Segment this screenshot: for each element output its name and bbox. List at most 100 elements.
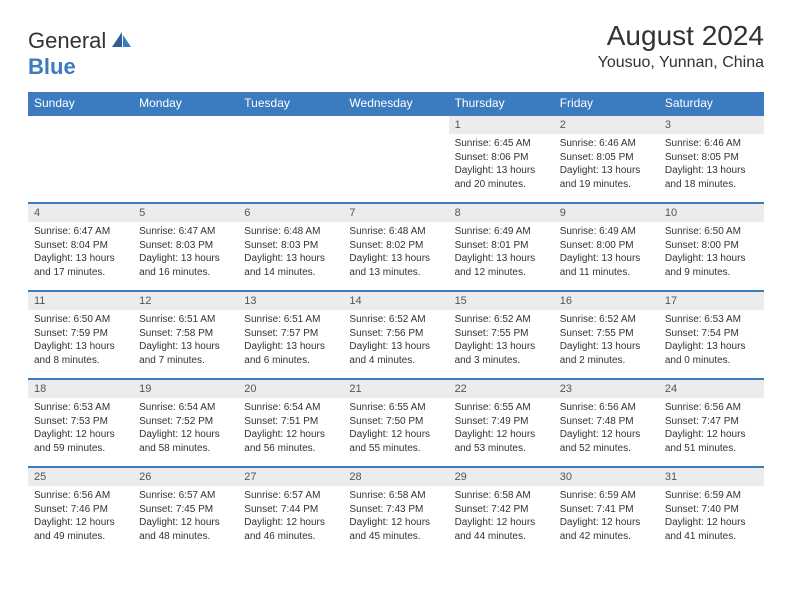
- day-number: 17: [659, 290, 764, 310]
- day-number: 6: [238, 202, 343, 222]
- calendar-day-cell: 14Sunrise: 6:52 AMSunset: 7:56 PMDayligh…: [343, 290, 448, 378]
- day-number: 3: [659, 114, 764, 134]
- sunset-line: Sunset: 7:53 PM: [34, 415, 127, 429]
- logo: General Blue: [28, 28, 132, 80]
- sunset-line: Sunset: 8:06 PM: [455, 151, 548, 165]
- day-number: 30: [554, 466, 659, 486]
- sunrise-line: Sunrise: 6:47 AM: [34, 225, 127, 239]
- sunrise-line: Sunrise: 6:46 AM: [665, 137, 758, 151]
- day-content: Sunrise: 6:52 AMSunset: 7:55 PMDaylight:…: [554, 310, 659, 373]
- calendar-day-cell: 12Sunrise: 6:51 AMSunset: 7:58 PMDayligh…: [133, 290, 238, 378]
- day-content: Sunrise: 6:48 AMSunset: 8:03 PMDaylight:…: [238, 222, 343, 285]
- daylight-line: Daylight: 13 hours and 7 minutes.: [139, 340, 232, 367]
- sunset-line: Sunset: 7:51 PM: [244, 415, 337, 429]
- sunrise-line: Sunrise: 6:54 AM: [244, 401, 337, 415]
- calendar-day-cell: 7Sunrise: 6:48 AMSunset: 8:02 PMDaylight…: [343, 202, 448, 290]
- header: General Blue August 2024 Yousuo, Yunnan,…: [28, 20, 764, 80]
- sunset-line: Sunset: 7:50 PM: [349, 415, 442, 429]
- sunrise-line: Sunrise: 6:52 AM: [349, 313, 442, 327]
- weekday-header-row: SundayMondayTuesdayWednesdayThursdayFrid…: [28, 92, 764, 114]
- sunset-line: Sunset: 7:41 PM: [560, 503, 653, 517]
- day-number: 21: [343, 378, 448, 398]
- weekday-header: Monday: [133, 92, 238, 114]
- sunset-line: Sunset: 7:48 PM: [560, 415, 653, 429]
- calendar-day-cell: 13Sunrise: 6:51 AMSunset: 7:57 PMDayligh…: [238, 290, 343, 378]
- sunrise-line: Sunrise: 6:56 AM: [34, 489, 127, 503]
- sunrise-line: Sunrise: 6:59 AM: [665, 489, 758, 503]
- day-number: 12: [133, 290, 238, 310]
- calendar-table: SundayMondayTuesdayWednesdayThursdayFrid…: [28, 92, 764, 554]
- calendar-day-cell: 30Sunrise: 6:59 AMSunset: 7:41 PMDayligh…: [554, 466, 659, 554]
- sunrise-line: Sunrise: 6:58 AM: [349, 489, 442, 503]
- day-content: Sunrise: 6:47 AMSunset: 8:04 PMDaylight:…: [28, 222, 133, 285]
- sunrise-line: Sunrise: 6:47 AM: [139, 225, 232, 239]
- calendar-day-cell: 23Sunrise: 6:56 AMSunset: 7:48 PMDayligh…: [554, 378, 659, 466]
- sunrise-line: Sunrise: 6:50 AM: [665, 225, 758, 239]
- day-number: 28: [343, 466, 448, 486]
- day-number: 24: [659, 378, 764, 398]
- day-number: 26: [133, 466, 238, 486]
- daylight-line: Daylight: 13 hours and 8 minutes.: [34, 340, 127, 367]
- calendar-day-cell: 19Sunrise: 6:54 AMSunset: 7:52 PMDayligh…: [133, 378, 238, 466]
- calendar-day-cell: 29 Sunrise: 6:58 AMSunset: 7:42 PMDayligh…: [449, 466, 554, 554]
- calendar-day-cell: 5Sunrise: 6:47 AMSunset: 8:03 PMDaylight…: [133, 202, 238, 290]
- sunset-line: Sunset: 7:42 PM: [455, 503, 548, 517]
- sunrise-line: Sunrise: 6:58 AM: [455, 489, 548, 503]
- daylight-line: Daylight: 13 hours and 6 minutes.: [244, 340, 337, 367]
- sunrise-line: Sunrise: 6:56 AM: [665, 401, 758, 415]
- sunrise-line: Sunrise: 6:53 AM: [665, 313, 758, 327]
- sunrise-line: Sunrise: 6:52 AM: [560, 313, 653, 327]
- daylight-line: Daylight: 12 hours and 59 minutes.: [34, 428, 127, 455]
- daylight-line: Daylight: 13 hours and 19 minutes.: [560, 164, 653, 191]
- logo-text: General Blue: [28, 28, 132, 80]
- daylight-line: Daylight: 13 hours and 20 minutes.: [455, 164, 548, 191]
- daylight-line: Daylight: 12 hours and 53 minutes.: [455, 428, 548, 455]
- day-content: Sunrise: 6:55 AMSunset: 7:50 PMDaylight:…: [343, 398, 448, 461]
- calendar-day-cell: 18Sunrise: 6:53 AMSunset: 7:53 PMDayligh…: [28, 378, 133, 466]
- daylight-line: Daylight: 13 hours and 9 minutes.: [665, 252, 758, 279]
- location: Yousuo, Yunnan, China: [598, 54, 764, 72]
- sunrise-line: Sunrise: 6:49 AM: [560, 225, 653, 239]
- calendar-day-cell: 8Sunrise: 6:49 AMSunset: 8:01 PMDaylight…: [449, 202, 554, 290]
- calendar-day-cell: 15Sunrise: 6:52 AMSunset: 7:55 PMDayligh…: [449, 290, 554, 378]
- day-number: [343, 114, 448, 134]
- day-content: Sunrise: 6:53 AMSunset: 7:53 PMDaylight:…: [28, 398, 133, 461]
- daylight-line: Daylight: 13 hours and 14 minutes.: [244, 252, 337, 279]
- calendar-day-cell: 11Sunrise: 6:50 AMSunset: 7:59 PMDayligh…: [28, 290, 133, 378]
- daylight-line: Daylight: 12 hours and 41 minutes.: [665, 516, 758, 543]
- sunset-line: Sunset: 7:54 PM: [665, 327, 758, 341]
- day-content: Sunrise: 6:56 AMSunset: 7:46 PMDaylight:…: [28, 486, 133, 549]
- sunset-line: Sunset: 8:05 PM: [665, 151, 758, 165]
- sunrise-line: Sunrise: 6:55 AM: [349, 401, 442, 415]
- day-number: 27: [238, 466, 343, 486]
- calendar-empty-cell: [133, 114, 238, 202]
- sunset-line: Sunset: 7:44 PM: [244, 503, 337, 517]
- daylight-line: Daylight: 13 hours and 16 minutes.: [139, 252, 232, 279]
- sunrise-line: Sunrise: 6:51 AM: [244, 313, 337, 327]
- daylight-line: Daylight: 12 hours and 52 minutes.: [560, 428, 653, 455]
- sunrise-line: Sunrise: 6:52 AM: [455, 313, 548, 327]
- day-number: 1: [449, 114, 554, 134]
- calendar-day-cell: 24Sunrise: 6:56 AMSunset: 7:47 PMDayligh…: [659, 378, 764, 466]
- logo-text-blue: Blue: [28, 54, 76, 79]
- day-number: 22: [449, 378, 554, 398]
- sunset-line: Sunset: 7:58 PM: [139, 327, 232, 341]
- day-content: Sunrise: 6:50 AMSunset: 7:59 PMDaylight:…: [28, 310, 133, 373]
- day-content: Sunrise: 6:52 AMSunset: 7:56 PMDaylight:…: [343, 310, 448, 373]
- title-block: August 2024 Yousuo, Yunnan, China: [598, 20, 764, 72]
- daylight-line: Daylight: 12 hours and 44 minutes.: [455, 516, 548, 543]
- calendar-day-cell: 10Sunrise: 6:50 AMSunset: 8:00 PMDayligh…: [659, 202, 764, 290]
- day-number: 29: [449, 466, 554, 486]
- day-number: 15: [449, 290, 554, 310]
- sunset-line: Sunset: 7:40 PM: [665, 503, 758, 517]
- sunrise-line: Sunrise: 6:55 AM: [455, 401, 548, 415]
- calendar-empty-cell: [343, 114, 448, 202]
- sunrise-line: Sunrise: 6:53 AM: [34, 401, 127, 415]
- sunset-line: Sunset: 7:59 PM: [34, 327, 127, 341]
- daylight-line: Daylight: 13 hours and 11 minutes.: [560, 252, 653, 279]
- day-content: Sunrise: 6:54 AMSunset: 7:52 PMDaylight:…: [133, 398, 238, 461]
- day-number: [133, 114, 238, 134]
- calendar-week-row: 4Sunrise: 6:47 AMSunset: 8:04 PMDaylight…: [28, 202, 764, 290]
- calendar-day-cell: 1Sunrise: 6:45 AMSunset: 8:06 PMDaylight…: [449, 114, 554, 202]
- calendar-day-cell: 31Sunrise: 6:59 AMSunset: 7:40 PMDayligh…: [659, 466, 764, 554]
